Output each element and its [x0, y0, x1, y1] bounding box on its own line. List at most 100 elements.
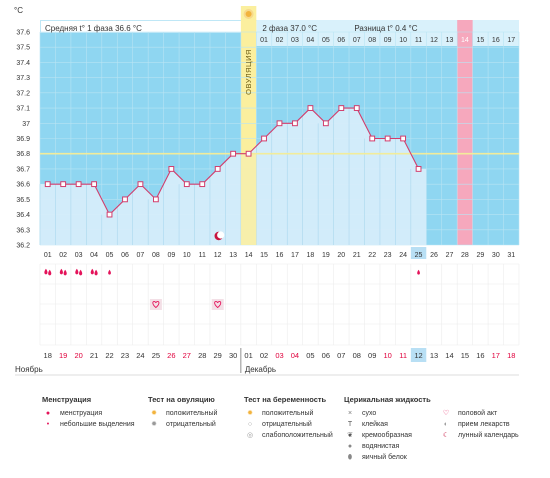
data-point [168, 166, 175, 172]
y-tick-label: 37.3 [16, 75, 30, 82]
data-point [307, 105, 314, 111]
phase2-day-label: 17 [507, 37, 515, 44]
intercourse-cell [149, 299, 162, 310]
y-tick-label: 37.4 [16, 60, 30, 67]
cycle-day-label: 28 [461, 252, 469, 259]
y-tick-label: 37.1 [16, 106, 30, 113]
today-date-highlight [410, 348, 427, 362]
phase2-day-label: 13 [446, 37, 454, 44]
y-tick-label: 36.3 [16, 227, 30, 234]
date-label: 05 [306, 351, 314, 360]
data-point [384, 135, 391, 142]
cycle-day-label: 29 [476, 252, 484, 259]
ovulation-sun-icon [243, 9, 254, 19]
egg-icon: ⬮ [347, 454, 353, 461]
cycle-day-label: 25 [415, 252, 423, 259]
date-label: 06 [322, 351, 330, 360]
y-axis-unit: °C [14, 6, 23, 15]
date-label: 24 [136, 351, 144, 360]
phase2-day-label: 08 [368, 37, 376, 44]
legend-item-label: отрицательный [166, 421, 216, 428]
phase2-day-label: 11 [415, 37, 422, 44]
spotting-drop-icon [108, 269, 111, 275]
phase2-header-band [256, 20, 519, 46]
data-point [214, 166, 221, 172]
date-label: 30 [229, 351, 237, 360]
y-tick-label: 36.8 [16, 151, 30, 158]
data-point [183, 181, 190, 188]
legend-item: ◐ прием лекарств [440, 419, 519, 430]
legend-item-label: отрицательный [262, 421, 312, 428]
cycle-day-label: 13 [229, 252, 237, 259]
y-tick-label: 37 [22, 121, 30, 128]
legend-item: ● менструация [42, 408, 135, 419]
legend-group: Тест на овуляцию ✹ положительный ✹ отрицател… [148, 394, 217, 430]
today-cycle-day-highlight [410, 247, 427, 259]
date-label: 25 [152, 351, 160, 360]
date-label: 07 [337, 351, 345, 360]
heart-icon: ♡ [442, 410, 450, 417]
menstruation-drop-icon [75, 268, 79, 275]
legend-item-label: лунный календарь [458, 432, 519, 439]
legend-item: ○ отрицательный [244, 419, 333, 430]
cycle-day-label: 31 [507, 252, 515, 259]
date-label: 11 [399, 351, 407, 360]
date-label: 01 [244, 351, 252, 360]
moon-icon-cutout [217, 231, 225, 239]
month-label-november: Ноябрь [15, 365, 43, 374]
data-point [276, 120, 283, 127]
cycle-day-label: 08 [152, 252, 160, 259]
cycle-day-label: 23 [384, 252, 392, 259]
menstruation-drop-icon [59, 268, 63, 275]
legend-item: ☾ лунный календарь [440, 430, 519, 441]
cycle-day-label: 07 [137, 252, 145, 259]
events-area [40, 264, 519, 345]
menstruation-drop-icon [90, 268, 94, 275]
date-label: 17 [492, 351, 500, 360]
temperature-fill [40, 108, 427, 245]
legend-item-label: менструация [60, 410, 103, 417]
date-label: 02 [260, 351, 268, 360]
data-point [152, 196, 159, 203]
swirl-icon: ❦ [347, 432, 353, 439]
legend-group-title: Церикальная жидкость [344, 395, 431, 404]
date-label: 14 [445, 351, 453, 360]
temperature-difference-text: Разница t° 0.4 °C [354, 24, 417, 33]
sun-positive-icon: ✹ [247, 410, 253, 417]
intercourse-cell [211, 299, 224, 310]
drop-grey-icon: ● [347, 443, 353, 450]
date-label: 18 [44, 351, 52, 360]
drop-small-icon: • [46, 421, 50, 428]
date-label: 04 [291, 351, 299, 360]
data-point [400, 135, 407, 142]
phase2-day-label: 16 [492, 37, 500, 44]
data-point [338, 105, 345, 111]
phase1-average-text: Средняя t° 1 фаза 36.6 °C [45, 24, 142, 33]
date-label: 16 [476, 351, 484, 360]
cycle-day-label: 27 [446, 252, 454, 259]
legend-item: ● водянистая [344, 441, 431, 452]
data-point [75, 181, 82, 188]
circle-weak-icon: ◎ [246, 432, 254, 439]
data-point [91, 181, 97, 188]
data-point [44, 181, 51, 188]
y-tick-label: 37.2 [16, 90, 30, 97]
cycle-day-label: 17 [291, 252, 299, 259]
legend-group-title: Тест на беременность [244, 395, 327, 404]
legend-item: ✹ положительный [148, 408, 217, 419]
data-point [322, 120, 329, 127]
date-label: 26 [167, 351, 175, 360]
date-label: 29 [214, 351, 222, 360]
data-point [245, 150, 252, 157]
data-point [137, 181, 144, 188]
cycle-day-label: 05 [106, 252, 114, 259]
legend-item-label: водянистая [362, 443, 400, 450]
cycle-day-label: 01 [44, 252, 52, 259]
legend-group: Тест на беременность ✹ положительный ○ отриц… [244, 394, 333, 441]
phase2-day-label: 06 [337, 37, 345, 44]
t-icon: T [347, 421, 353, 428]
cycle-day-label: 26 [430, 252, 438, 259]
legend-item-label: клейкая [362, 421, 388, 428]
